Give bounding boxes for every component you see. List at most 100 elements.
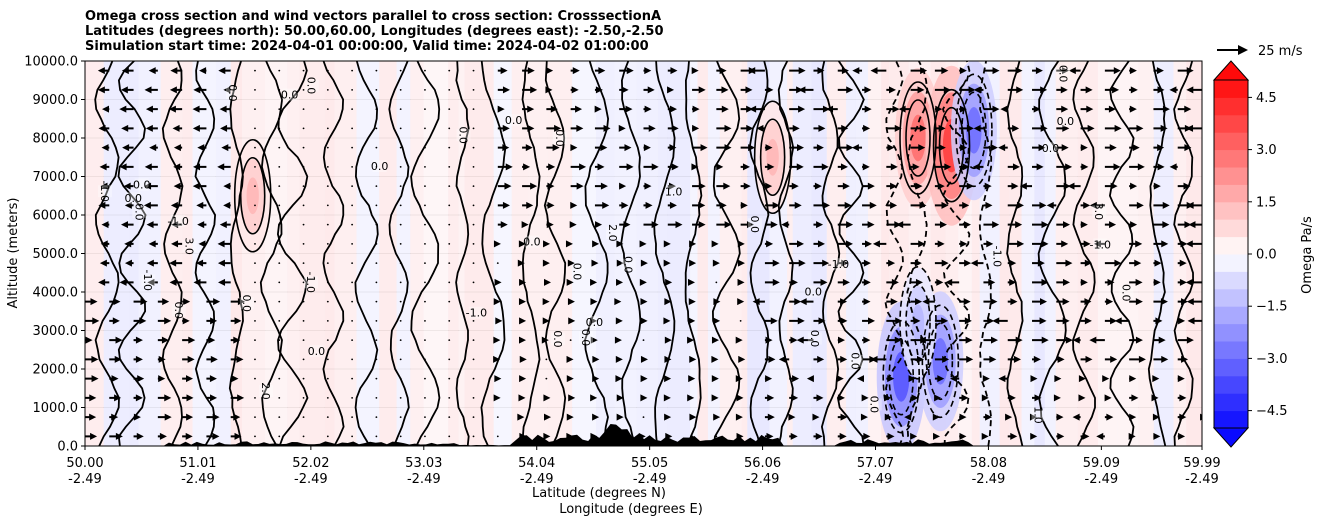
wind-vector-head <box>818 124 826 132</box>
omega-band <box>1021 61 1035 446</box>
wind-vector-head <box>590 317 598 325</box>
colorbar-segment <box>1214 306 1248 325</box>
x-tick-label-lat: 55.05 <box>631 456 668 471</box>
wind-vector <box>642 416 645 419</box>
omega-band <box>192 61 216 446</box>
wind-vector-head <box>640 317 648 325</box>
wind-vector-head <box>1009 278 1017 286</box>
colorbar-segment <box>1214 149 1248 168</box>
wind-vector-head <box>502 201 510 209</box>
wind-vector <box>472 300 475 303</box>
wind-vector-head <box>748 144 756 152</box>
wind-vector-head <box>504 182 512 190</box>
wind-vector <box>424 165 426 168</box>
wind-vector-head <box>1037 259 1045 267</box>
wind-vector-head <box>791 394 799 402</box>
wind-vector-head <box>502 124 510 132</box>
wind-vector-head <box>1093 240 1101 248</box>
wind-vector-head <box>689 413 697 421</box>
wind-vector-head <box>862 163 870 171</box>
wind-vector-head <box>1153 278 1161 286</box>
wind-vector <box>399 300 402 303</box>
wind-vector-head <box>1033 105 1041 113</box>
wind-vector-head <box>115 336 123 344</box>
wind-vector-head <box>1067 182 1075 190</box>
contour-label-bg <box>141 274 156 287</box>
wind-vector-head <box>92 317 100 325</box>
wind-vector-head <box>616 413 624 421</box>
wind-vector <box>278 262 281 265</box>
wind-vector-head <box>493 336 501 344</box>
colorbar-segment <box>1214 97 1248 116</box>
wind-vector <box>399 185 402 188</box>
contour-label: 0.0 <box>579 329 592 347</box>
wind-vector-head <box>1036 163 1044 171</box>
wind-vector-head <box>745 86 753 94</box>
wind-vector-head <box>519 317 527 325</box>
contour-label: 0.0 <box>553 129 566 147</box>
contour-label: 0.0 <box>125 192 143 205</box>
wind-vector-head <box>199 67 207 75</box>
wind-vector-head <box>518 240 526 248</box>
wind-vector <box>326 204 329 207</box>
wind-vector-head <box>615 375 623 383</box>
wind-vector-head <box>1136 201 1144 209</box>
wind-vector-head <box>91 375 99 383</box>
y-tick-label: 9000.0 <box>33 93 79 108</box>
wind-vector-head <box>100 182 108 190</box>
omega-band <box>999 61 1010 446</box>
wind-vector <box>399 108 402 111</box>
wind-vector-head <box>1065 259 1073 267</box>
wind-vector-head <box>566 375 574 383</box>
wind-vector-head <box>210 394 218 402</box>
omega-positive-region <box>246 177 259 215</box>
wind-vector-head <box>519 278 527 286</box>
wind-vector-head <box>844 201 852 209</box>
wind-vector-head <box>196 201 204 209</box>
wind-vector-head <box>1181 298 1189 306</box>
wind-vector <box>399 242 402 245</box>
contour-line <box>455 61 470 446</box>
wind-vector-head <box>816 221 824 229</box>
contour-label-bg <box>132 205 147 218</box>
wind-vector-head <box>98 124 106 132</box>
wind-vector-head <box>792 375 800 383</box>
contour-line <box>1072 61 1096 446</box>
wind-vector-head <box>711 240 719 248</box>
wind-vector-head <box>884 413 892 421</box>
wind-vector-head <box>911 394 919 402</box>
wind-vector-head <box>1110 182 1118 190</box>
wind-vector-head <box>864 105 872 113</box>
wind-vector <box>326 435 329 438</box>
colorbar-segment <box>1214 358 1248 377</box>
omega-band <box>657 61 668 446</box>
wind-vector-head <box>942 355 950 363</box>
wind-vector-head <box>231 375 239 383</box>
wind-vector <box>448 262 451 265</box>
wind-vector <box>424 69 426 72</box>
wind-vector-head <box>1080 221 1088 229</box>
wind-vector-head <box>794 201 802 209</box>
wind-vector <box>424 339 426 342</box>
wind-vector-head <box>164 317 172 325</box>
wind-vector <box>448 127 451 130</box>
wind-vector-head <box>817 355 825 363</box>
wind-vector-head <box>144 86 152 94</box>
wind-vector <box>399 396 402 399</box>
wind-vector-head <box>1011 182 1019 190</box>
contour-label-bg <box>239 297 254 310</box>
omega-band <box>478 61 494 446</box>
wind-vector-head <box>124 240 132 248</box>
wind-vector-head <box>767 413 775 421</box>
wind-vector-head <box>1084 298 1092 306</box>
wind-vector <box>472 146 475 149</box>
wind-vector-head <box>1160 298 1168 306</box>
wind-vector <box>351 300 354 303</box>
wind-vector-head <box>1137 163 1145 171</box>
wind-vector-head <box>592 355 600 363</box>
omega-band <box>792 61 812 446</box>
wind-vector-head <box>1009 259 1017 267</box>
contour-label: 0.0 <box>748 215 761 233</box>
wind-vector-head <box>542 298 550 306</box>
wind-vector-head <box>192 124 200 132</box>
